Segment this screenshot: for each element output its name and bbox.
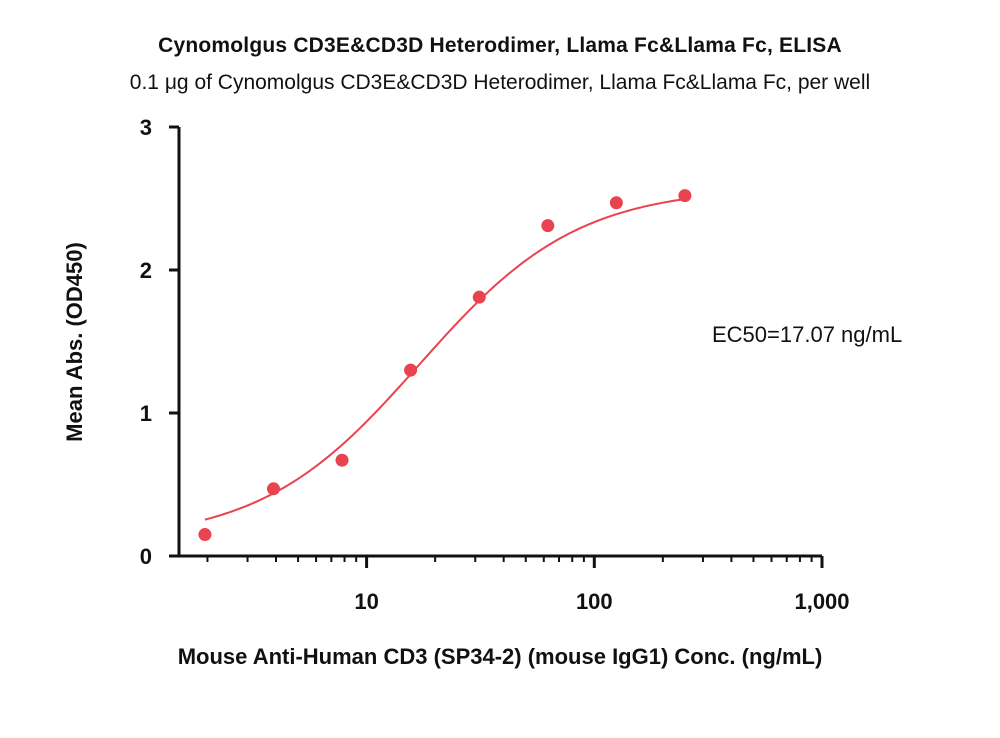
data-points	[198, 189, 692, 542]
chart-title: Cynomolgus CD3E&CD3D Heterodimer, Llama …	[158, 34, 842, 57]
axis-labels: 0 1 2 3 10 100 1,000 Mouse Anti-Human CD3 (SP34…	[62, 115, 902, 669]
y-tick-label: 1	[140, 401, 152, 426]
data-point	[266, 482, 280, 496]
data-point	[609, 196, 623, 210]
x-tick-label: 100	[576, 589, 613, 614]
data-point	[472, 290, 486, 304]
y-axis-label: Mean Abs. (OD450)	[62, 242, 87, 442]
chart-subtitle: 0.1 μg of Cynomolgus CD3E&CD3D Heterodim…	[129, 71, 871, 94]
data-point	[335, 453, 349, 467]
x-tick-label: 1,000	[794, 589, 849, 614]
data-point	[541, 219, 555, 233]
y-tick-label: 3	[140, 115, 152, 140]
data-point	[198, 528, 212, 542]
fit-curve-layer	[204, 198, 686, 521]
data-point	[678, 189, 692, 203]
x-tick-label: 10	[354, 589, 378, 614]
axes	[169, 125, 824, 568]
x-axis-label: Mouse Anti-Human CD3 (SP34-2) (mouse IgG…	[178, 644, 823, 669]
fit-curve	[204, 198, 686, 521]
ec50-annotation: EC50=17.07 ng/mL	[712, 322, 902, 347]
y-tick-label: 2	[140, 258, 152, 283]
data-point	[404, 363, 418, 377]
y-tick-label: 0	[140, 544, 152, 569]
